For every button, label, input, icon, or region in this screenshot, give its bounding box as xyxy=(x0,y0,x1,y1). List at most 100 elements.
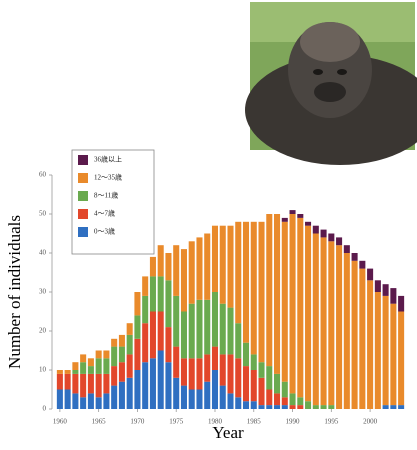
bar-segment xyxy=(281,221,288,382)
bar-segment xyxy=(398,405,405,409)
legend-swatch xyxy=(78,191,88,201)
bar-segment xyxy=(367,268,374,281)
bar-segment xyxy=(242,401,250,409)
bar-segment xyxy=(118,334,125,347)
bar-segment xyxy=(80,354,87,363)
bar-segment xyxy=(398,295,405,312)
bar-segment xyxy=(204,354,211,382)
bar-segment xyxy=(149,256,156,277)
bar-segment xyxy=(312,233,319,406)
bar-segment xyxy=(242,221,250,343)
bar-segment xyxy=(80,362,87,374)
legend-swatch xyxy=(78,173,88,183)
bar-segment xyxy=(305,225,312,402)
legend-swatch xyxy=(78,209,88,219)
bar-segment xyxy=(173,346,180,378)
bar-segment xyxy=(180,358,187,386)
bar-segment xyxy=(165,362,172,409)
bar-segment xyxy=(289,393,296,406)
bar-segment xyxy=(235,358,242,398)
bar-segment xyxy=(336,237,343,246)
bar-segment xyxy=(149,311,156,359)
bar-segment xyxy=(196,358,203,390)
bar-segment xyxy=(188,303,195,359)
bar-segment xyxy=(390,303,397,406)
bar-segment xyxy=(72,373,79,394)
bar-segment xyxy=(250,354,257,370)
y-axis-label: Number of individuals xyxy=(5,215,24,369)
x-tick-label: 1995 xyxy=(324,418,339,426)
bar-segment xyxy=(56,373,63,390)
bar-segment xyxy=(305,221,312,226)
bar-segment xyxy=(157,311,164,351)
bar-segment xyxy=(72,393,79,409)
bar-segment xyxy=(72,370,79,374)
bar-segment xyxy=(180,385,187,409)
bar-segment xyxy=(250,370,257,402)
bar-segment xyxy=(142,323,149,363)
bar-segment xyxy=(390,288,397,304)
bar-segment xyxy=(173,377,180,409)
bar-segment xyxy=(87,393,94,409)
bar-segment xyxy=(157,350,164,409)
bar-segment xyxy=(274,393,281,406)
bar-segment xyxy=(219,303,226,355)
bar-segment xyxy=(343,245,350,253)
bar-segment xyxy=(328,405,335,409)
bar-segment xyxy=(211,292,219,347)
bar-segment xyxy=(126,377,133,409)
bar-segment xyxy=(289,210,296,214)
bar-segment xyxy=(103,350,110,359)
bar-segment xyxy=(367,280,374,409)
bar-segment xyxy=(204,299,211,355)
bar-segment xyxy=(374,292,381,409)
bar-segment xyxy=(111,338,118,347)
plot-area: 0 10 20 30 40 50 60 1960 1965 1970 1975 1980 1985 199… xyxy=(39,149,405,426)
bar-segment xyxy=(87,373,94,394)
bar-segment xyxy=(80,397,87,409)
bar-segment xyxy=(297,214,304,218)
bar-segment xyxy=(188,358,195,390)
bar-segment xyxy=(382,295,389,406)
bar-segment xyxy=(382,284,389,296)
legend-label: 12～35歳 xyxy=(94,173,122,182)
bar-segment xyxy=(227,393,234,409)
bar-segment xyxy=(196,237,203,300)
bar-segment xyxy=(64,370,71,374)
bar-segment xyxy=(87,366,94,374)
bar-segment xyxy=(157,245,164,277)
bar-segment xyxy=(351,253,358,261)
bar-segment xyxy=(359,260,366,269)
bar-segment xyxy=(320,229,327,238)
bar-segment xyxy=(219,354,226,386)
bar-segment xyxy=(87,358,94,367)
bar-segment xyxy=(328,233,335,242)
x-tick-label: 1960 xyxy=(53,418,68,426)
bar-segment xyxy=(274,405,281,409)
legend-label: 36歳以上 xyxy=(94,155,122,164)
bar-segment xyxy=(320,237,327,406)
legend-box xyxy=(71,149,155,255)
bar-segment xyxy=(165,280,172,328)
bar-segment xyxy=(390,405,397,409)
bar-segment xyxy=(289,214,296,394)
bar-segment xyxy=(374,280,381,292)
bar-segment xyxy=(103,393,110,409)
x-tick-label: 1975 xyxy=(169,418,184,426)
bar-segment xyxy=(103,358,110,374)
bar-segment xyxy=(80,373,87,398)
bar-segment xyxy=(204,233,211,300)
bar-segment xyxy=(359,268,366,409)
bar-segment xyxy=(165,253,172,281)
bar-segment xyxy=(281,397,288,406)
bar-segment xyxy=(242,366,250,402)
bar-segment xyxy=(188,241,195,304)
bar-segment xyxy=(64,373,71,390)
bar-segment xyxy=(227,225,234,308)
bar-segment xyxy=(266,405,273,409)
bar-segment xyxy=(274,214,281,374)
bar-segment xyxy=(64,389,71,409)
bar-segment xyxy=(142,362,149,409)
bar-segment xyxy=(250,401,257,409)
bar-segment xyxy=(118,362,125,382)
